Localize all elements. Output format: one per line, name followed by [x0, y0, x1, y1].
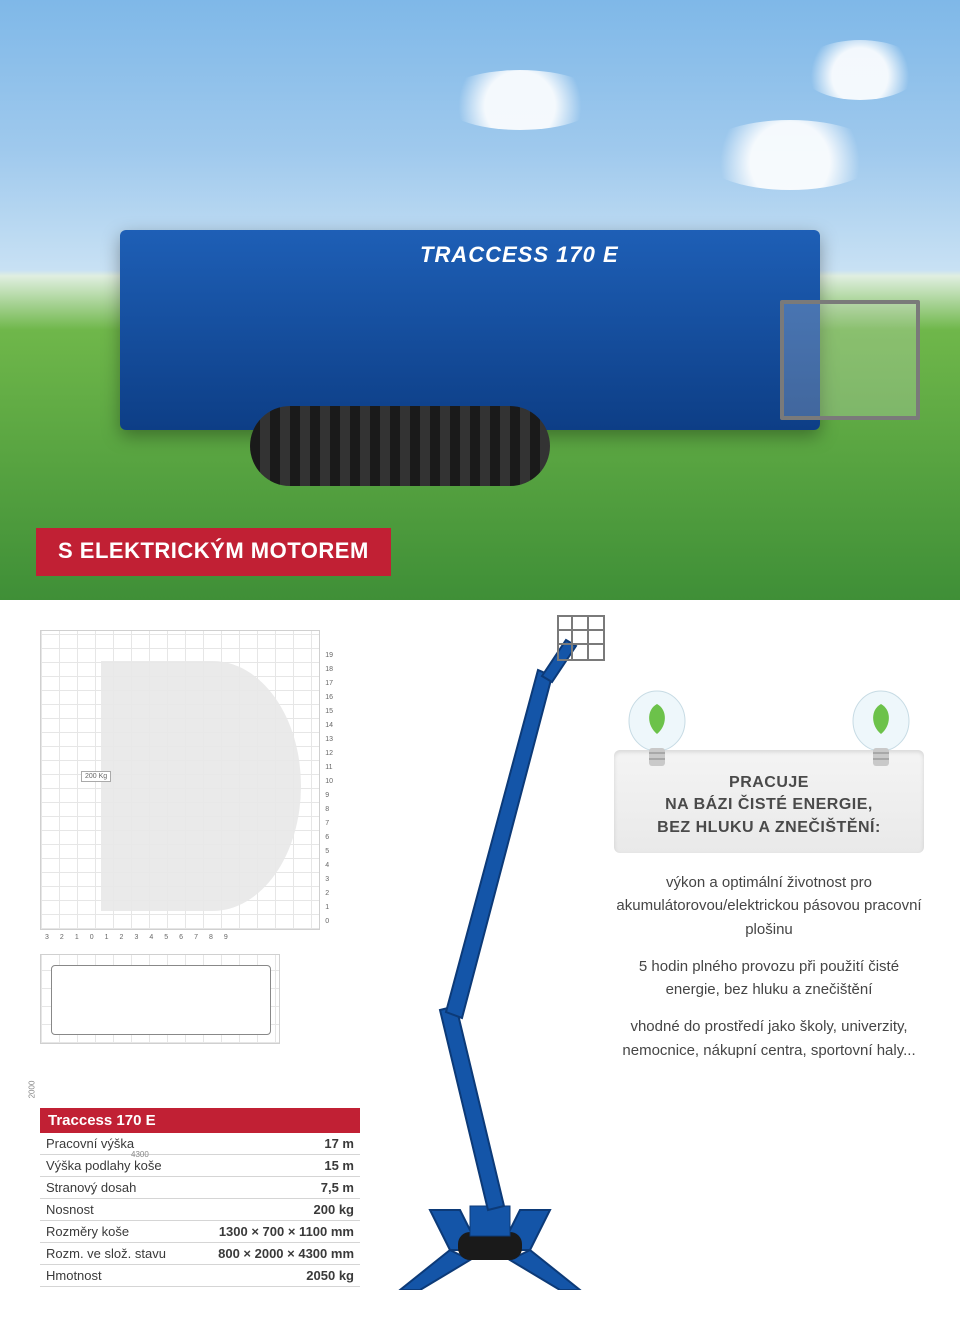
hero-photo: TRACCESS 170 E S ELEKTRICKÝM MOTOREM: [0, 0, 960, 600]
spec-label: Výška podlahy koše: [46, 1158, 162, 1173]
lightbulb-leaf-icon: [846, 686, 916, 776]
spec-row: Nosnost 200 kg: [40, 1199, 360, 1221]
x-axis-ticks: 3210123456789: [45, 934, 228, 941]
side-dimension: 2000: [27, 1081, 36, 1099]
left-column: 200 Kg 012345678910111213141516171819 32…: [40, 630, 350, 1287]
callout-panel: PRACUJENA BÁZI ČISTÉ ENERGIE,BEZ HLUKU A…: [614, 750, 924, 1076]
machine-model-label: TRACCESS 170 E: [420, 242, 619, 268]
spec-value: 2050 kg: [306, 1268, 354, 1283]
spec-value: 1300 × 700 × 1100 mm: [219, 1224, 354, 1239]
callout-paragraph: výkon a optimální životnost pro akumulát…: [614, 871, 924, 941]
machine-tracks: [250, 406, 550, 486]
callout-paragraph: vhodné do prostředí jako školy, univerzi…: [614, 1015, 924, 1062]
boom-svg: [370, 610, 610, 1290]
plan-view-diagram: 2000 4300: [40, 954, 280, 1044]
spec-value: 200 kg: [314, 1202, 354, 1217]
capacity-badge: 200 Kg: [81, 771, 111, 782]
spec-value: 800 × 2000 × 4300 mm: [218, 1246, 354, 1261]
spec-title: Traccess 170 E: [40, 1108, 360, 1133]
spec-value: 17 m: [324, 1136, 354, 1151]
envelope-shape: [101, 661, 301, 911]
spec-row: Stranový dosah 7,5 m: [40, 1177, 360, 1199]
spec-table: Traccess 170 E Pracovní výška 17 m Výška p…: [40, 1108, 360, 1287]
spec-value: 15 m: [324, 1158, 354, 1173]
reach-envelope-diagram: 200 Kg 012345678910111213141516171819 32…: [40, 630, 320, 930]
machine-illustration: TRACCESS 170 E: [120, 140, 880, 460]
spec-value: 7,5 m: [321, 1180, 354, 1195]
y-axis-ticks: 012345678910111213141516171819: [325, 649, 333, 929]
spec-row: Hmotnost 2050 kg: [40, 1265, 360, 1287]
callout-paragraph: 5 hodin plného provozu při použití čisté…: [614, 955, 924, 1002]
spec-row: Rozměry koše 1300 × 700 × 1100 mm: [40, 1221, 360, 1243]
cloud: [800, 40, 920, 100]
lightbulb-leaf-icon: [622, 686, 692, 776]
spec-label: Hmotnost: [46, 1268, 102, 1283]
callout-title: PRACUJENA BÁZI ČISTÉ ENERGIE,BEZ HLUKU A…: [632, 772, 906, 839]
headline-banner: S ELEKTRICKÝM MOTOREM: [36, 528, 391, 576]
spec-label: Rozm. ve slož. stavu: [46, 1246, 166, 1261]
callout-body: výkon a optimální životnost pro akumulát…: [614, 871, 924, 1062]
plan-shape: [51, 965, 271, 1035]
cloud: [440, 70, 600, 130]
bulb-icons: [614, 686, 924, 776]
spec-row: Výška podlahy koše 15 m: [40, 1155, 360, 1177]
machine-basket: [780, 300, 920, 420]
spec-label: Pracovní výška: [46, 1136, 134, 1151]
spec-row: Pracovní výška 17 m: [40, 1133, 360, 1155]
spec-label: Stranový dosah: [46, 1180, 136, 1195]
spec-label: Rozměry koše: [46, 1224, 129, 1239]
spec-label: Nosnost: [46, 1202, 94, 1217]
machine-body: TRACCESS 170 E: [120, 230, 820, 430]
lower-panel: 200 Kg 012345678910111213141516171819 32…: [0, 600, 960, 1344]
raised-boom-illustration: [370, 610, 610, 1290]
length-dimension: 4300: [131, 1150, 149, 1159]
spec-row: Rozm. ve slož. stavu 800 × 2000 × 4300 mm: [40, 1243, 360, 1265]
